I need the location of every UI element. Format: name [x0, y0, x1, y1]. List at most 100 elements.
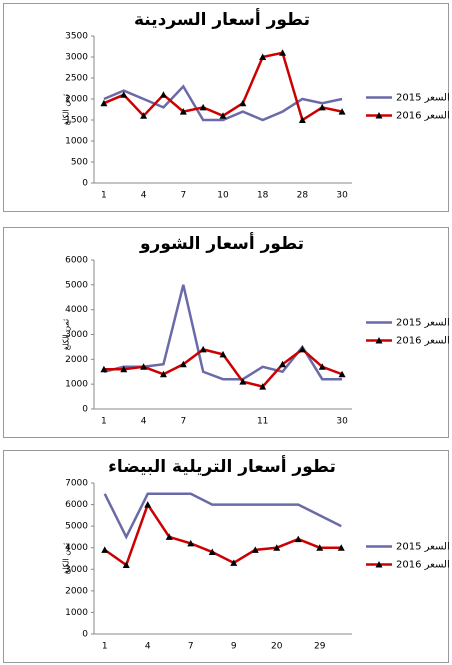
marker [144, 501, 152, 508]
y-axis-label: ثمن الكلغ [62, 543, 71, 574]
x-tick-label: 10 [217, 191, 229, 201]
marker [338, 370, 346, 378]
legend-label: السعر 2015 [396, 93, 450, 104]
marker [179, 360, 187, 368]
marker [294, 535, 302, 543]
marker [337, 544, 345, 551]
marker [100, 99, 108, 107]
marker [239, 378, 247, 385]
y-tick-label: 0 [82, 630, 88, 640]
y-tick-label: 5000 [65, 522, 88, 532]
marker [259, 383, 267, 390]
marker [187, 539, 195, 547]
marker [159, 91, 167, 98]
marker [100, 365, 108, 373]
series-line [104, 501, 342, 567]
marker [318, 103, 326, 111]
marker [120, 91, 128, 98]
y-tick-label: 3000 [65, 330, 88, 340]
y-tick-label: 2000 [65, 355, 88, 365]
y-tick-label: 0 [82, 405, 88, 415]
marker [298, 116, 306, 123]
marker [219, 112, 227, 119]
marker [219, 350, 227, 358]
y-tick-label: 7000 [65, 479, 88, 489]
panel [3, 227, 449, 438]
marker [199, 345, 207, 353]
x-tick-label: 28 [297, 191, 309, 201]
x-tick-label: 4 [145, 642, 151, 652]
marker [273, 544, 281, 551]
y-tick-label: 3500 [65, 32, 88, 42]
y-tick-label: 4000 [65, 305, 88, 315]
x-tick-label: 18 [257, 191, 269, 201]
marker [165, 533, 173, 540]
legend-label: السعر 2015 [396, 318, 450, 329]
x-tick-label: 30 [336, 191, 348, 201]
x-tick-label: 30 [336, 417, 348, 427]
marker [140, 112, 148, 119]
panel [3, 3, 449, 212]
y-tick-label: 3000 [65, 565, 88, 575]
y-tick-label: 1500 [65, 116, 88, 126]
chart-title: تطور أسعار الشورو [139, 232, 304, 254]
y-axis-label: ثمن الكلغ [62, 319, 71, 350]
marker [338, 108, 346, 115]
panel [3, 450, 449, 663]
legend-label: السعر 2016 [396, 111, 450, 122]
y-tick-label: 3000 [65, 53, 88, 63]
y-axis-label: ثمن الكلغ [62, 94, 71, 125]
y-tick-label: 0 [82, 179, 88, 189]
y-tick-label: 2000 [65, 95, 88, 105]
marker [279, 360, 287, 368]
y-tick-label: 1000 [65, 608, 88, 618]
chart-title: تطور أسعار السردينة [134, 8, 310, 30]
marker [298, 345, 306, 353]
y-tick-label: 2000 [65, 586, 88, 596]
x-tick-label: 20 [271, 642, 283, 652]
marker [316, 544, 324, 551]
series-line [103, 492, 342, 540]
x-tick-label: 11 [257, 417, 268, 427]
y-tick-label: 1000 [65, 137, 88, 147]
marker [239, 99, 247, 107]
y-tick-label: 6000 [65, 256, 88, 266]
x-tick-label: 29 [314, 642, 326, 652]
y-tick-label: 1000 [65, 380, 88, 390]
marker [120, 365, 128, 373]
y-tick-label: 2500 [65, 74, 88, 84]
x-tick-label: 1 [101, 191, 107, 201]
marker [140, 363, 148, 370]
marker [159, 370, 167, 378]
x-tick-label: 4 [141, 417, 147, 427]
marker [179, 108, 187, 115]
marker [208, 548, 216, 556]
x-tick-label: 1 [102, 642, 108, 652]
marker [122, 561, 130, 568]
marker [251, 546, 259, 553]
legend-label: السعر 2016 [396, 336, 450, 347]
y-tick-label: 5000 [65, 280, 88, 290]
series-line [103, 84, 343, 122]
x-tick-label: 7 [180, 191, 186, 201]
marker [101, 546, 109, 553]
series-line [103, 51, 343, 122]
y-tick-label: 6000 [65, 500, 88, 510]
marker [259, 53, 267, 60]
x-tick-label: 9 [231, 642, 237, 652]
marker [230, 559, 238, 566]
x-tick-label: 4 [141, 191, 147, 201]
marker [318, 363, 326, 370]
marker [279, 49, 287, 56]
y-tick-label: 4000 [65, 543, 88, 553]
legend-label: السعر 2016 [396, 560, 450, 571]
x-tick-label: 7 [180, 417, 186, 427]
x-tick-label: 1 [101, 417, 107, 427]
legend-label: السعر 2015 [396, 542, 450, 553]
legend-marker [375, 561, 383, 568]
x-tick-label: 7 [188, 642, 194, 652]
chart-title: تطور أسعار التريلية البيضاء [108, 455, 336, 477]
legend-marker [375, 337, 383, 344]
y-tick-label: 500 [71, 158, 88, 168]
